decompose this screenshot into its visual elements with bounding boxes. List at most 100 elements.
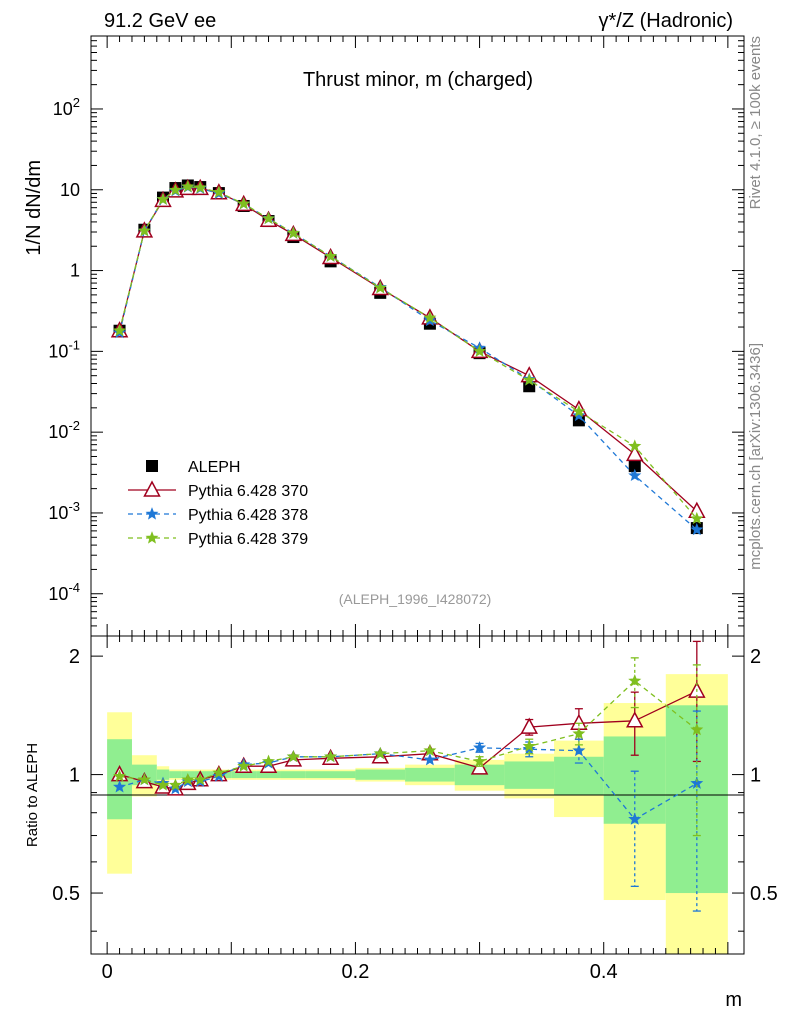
legend-label-p379: Pythia 6.428 379 — [188, 531, 308, 548]
y-tick-label: 10-2 — [48, 418, 80, 442]
ratio-y-axis-label: Ratio to ALEPH — [24, 743, 41, 847]
x-tick-label: 0.2 — [342, 961, 370, 983]
point-p379 — [137, 224, 151, 237]
ratio-point-p379 — [628, 674, 642, 687]
header-left-title: 91.2 GeV ee — [104, 10, 216, 32]
uncertainty-band_green — [231, 771, 257, 779]
series-p378 — [113, 180, 704, 536]
ratio-point-p379 — [212, 766, 226, 779]
rivet-label: Rivet 4.1.0, ≥ 100k events — [747, 36, 764, 209]
point-p379 — [262, 211, 275, 225]
y-tick-label: 10-3 — [48, 499, 80, 523]
ratio-point-p379 — [168, 778, 182, 791]
point-p379 — [156, 192, 170, 205]
ratio-point-p379 — [373, 746, 387, 760]
point-p379 — [237, 196, 251, 210]
point-p378 — [628, 468, 642, 482]
ratio-point-p379 — [113, 769, 127, 782]
ratio-y-tick-label-right: 0.5 — [750, 883, 778, 905]
ratio-point-p379 — [522, 739, 536, 752]
point-p379 — [193, 180, 207, 194]
point-p379 — [423, 310, 437, 324]
y-tick-label: 1 — [70, 261, 80, 281]
point-p379 — [690, 511, 704, 525]
ratio-y-tick-label-left: 2 — [69, 646, 80, 668]
uncertainty-band_green — [169, 771, 182, 779]
header-right-title: γ*/Z (Hadronic) — [599, 10, 733, 32]
mcplots-label: mcplots.cern.ch [arXiv:1306.3436] — [747, 343, 764, 570]
point-p379 — [473, 344, 487, 357]
ratio-point-p378 — [423, 753, 437, 766]
series-aleph — [113, 179, 703, 535]
y-tick-label: 10-1 — [48, 337, 80, 361]
ratio-point-p379 — [262, 754, 275, 767]
ratio-plot-panel: 0.5 0.5 1 1 2 2 0 0.2 0.4 Ratio to ALEPH m — [24, 635, 778, 1011]
ratio-point-p379 — [572, 726, 586, 740]
point-p378 — [572, 408, 586, 422]
ratio-point-p379 — [423, 743, 437, 757]
legend-marker-p378 — [145, 507, 159, 520]
ratio-point-p379 — [181, 772, 195, 786]
ratio-point-p379 — [137, 772, 151, 786]
point-p379 — [324, 249, 338, 262]
legend: ALEPH Pythia 6.428 370 Pythia 6.428 378 Pyt… — [128, 459, 308, 548]
ratio-point-p379 — [156, 778, 170, 791]
point-p379 — [212, 185, 226, 198]
ratio-point-p379 — [286, 750, 300, 763]
ratio-point-p378 — [628, 812, 642, 825]
uncertainty-band_green — [156, 769, 170, 780]
ratio-y-tick-label-left: 1 — [69, 765, 80, 787]
uncertainty-band_green — [280, 771, 306, 779]
point-aleph — [628, 460, 641, 473]
legend-label-p378: Pythia 6.428 378 — [188, 507, 308, 524]
point-p370 — [626, 444, 644, 462]
uncertainty-band_green — [504, 761, 555, 789]
uncertainty-band_green — [355, 769, 406, 780]
point-p379 — [522, 373, 536, 386]
ratio-point-p370 — [626, 711, 644, 728]
x-tick-label: 0 — [102, 961, 113, 983]
y-tick-label: 10 — [60, 180, 80, 200]
ratio-series-p379 — [113, 657, 704, 837]
ratio-point-p378 — [113, 780, 127, 793]
ratio-y-tick-label-right: 1 — [750, 765, 761, 787]
ratio-y-tick-label-right: 2 — [750, 646, 761, 668]
point-p378 — [690, 522, 704, 536]
legend-label-aleph: ALEPH — [188, 459, 240, 476]
main-plot-title: Thrust minor, m (charged) — [303, 69, 533, 91]
ratio-point-p378 — [473, 740, 487, 754]
y-tick-label: 10-4 — [48, 580, 80, 604]
point-p379 — [373, 281, 387, 294]
series-line-p379 — [118, 186, 698, 520]
main-plot-panel: 10-4 10-3 10-2 10-1 1 10 102 Thrust minor, m (… — [23, 35, 745, 637]
ratio-point-p379 — [324, 749, 338, 763]
uncertainty-band_green — [305, 771, 356, 779]
point-p379 — [181, 179, 195, 193]
legend-marker-p370 — [143, 480, 161, 497]
ratio-point-p379 — [473, 754, 487, 767]
ratio-point-p378 — [572, 743, 586, 757]
main-y-axis-label: 1/N dN/dm — [23, 160, 45, 256]
series-p379 — [113, 179, 704, 525]
ratio-point-p379 — [690, 722, 704, 736]
point-p379 — [572, 404, 586, 418]
analysis-id: (ALEPH_1996_I428072) — [339, 591, 492, 607]
ratio-point-p379 — [193, 772, 207, 786]
uncertainty-band_green — [454, 764, 505, 786]
series-line-p378 — [118, 186, 698, 531]
point-p379 — [168, 183, 182, 196]
uncertainty-band_green — [256, 771, 281, 779]
ratio-point-p370 — [520, 717, 538, 734]
point-p379 — [286, 226, 300, 239]
legend-label-p370: Pythia 6.428 370 — [188, 483, 308, 500]
y-tick-label: 102 — [53, 95, 80, 119]
x-tick-label: 0.4 — [590, 961, 618, 983]
point-p379 — [628, 439, 642, 452]
legend-marker-aleph — [146, 460, 158, 472]
legend-marker-p379 — [145, 531, 159, 544]
ratio-point-p378 — [168, 781, 182, 795]
point-p379 — [113, 323, 127, 337]
x-axis-label: m — [725, 989, 742, 1011]
ratio-y-tick-label-left: 0.5 — [52, 883, 80, 905]
